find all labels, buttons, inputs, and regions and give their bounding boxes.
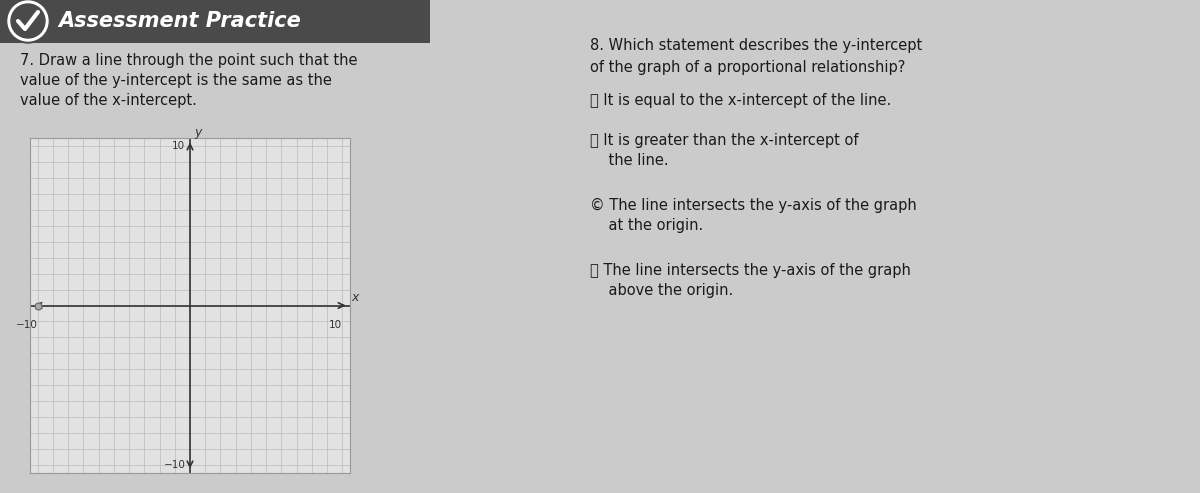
Text: value of the x-intercept.: value of the x-intercept. (20, 93, 197, 108)
Text: ⓓ The line intersects the y-axis of the graph: ⓓ The line intersects the y-axis of the … (590, 263, 911, 278)
Text: the line.: the line. (590, 153, 668, 168)
Text: 10: 10 (173, 141, 186, 151)
Text: © The line intersects the y-axis of the graph: © The line intersects the y-axis of the … (590, 198, 917, 213)
Text: above the origin.: above the origin. (590, 283, 733, 298)
Text: 10: 10 (329, 320, 342, 330)
Text: of the graph of a proportional relationship?: of the graph of a proportional relations… (590, 60, 905, 75)
Text: Ⓑ It is greater than the x-intercept of: Ⓑ It is greater than the x-intercept of (590, 133, 858, 148)
Text: −10: −10 (16, 320, 37, 330)
FancyBboxPatch shape (0, 0, 430, 43)
Text: Ⓐ It is equal to the x-intercept of the line.: Ⓐ It is equal to the x-intercept of the … (590, 93, 892, 108)
Text: value of the y-intercept is the same as the: value of the y-intercept is the same as … (20, 73, 332, 88)
Text: x: x (352, 291, 359, 304)
Circle shape (6, 0, 50, 43)
Text: −10: −10 (163, 460, 186, 470)
Text: 7. Draw a line through the point such that the: 7. Draw a line through the point such th… (20, 53, 358, 68)
Text: at the origin.: at the origin. (590, 218, 703, 233)
Text: 8. Which statement describes the y-intercept: 8. Which statement describes the y-inter… (590, 38, 923, 53)
Text: y: y (194, 126, 202, 140)
Text: Assessment Practice: Assessment Practice (58, 11, 301, 31)
Circle shape (8, 1, 48, 41)
Circle shape (11, 4, 46, 38)
